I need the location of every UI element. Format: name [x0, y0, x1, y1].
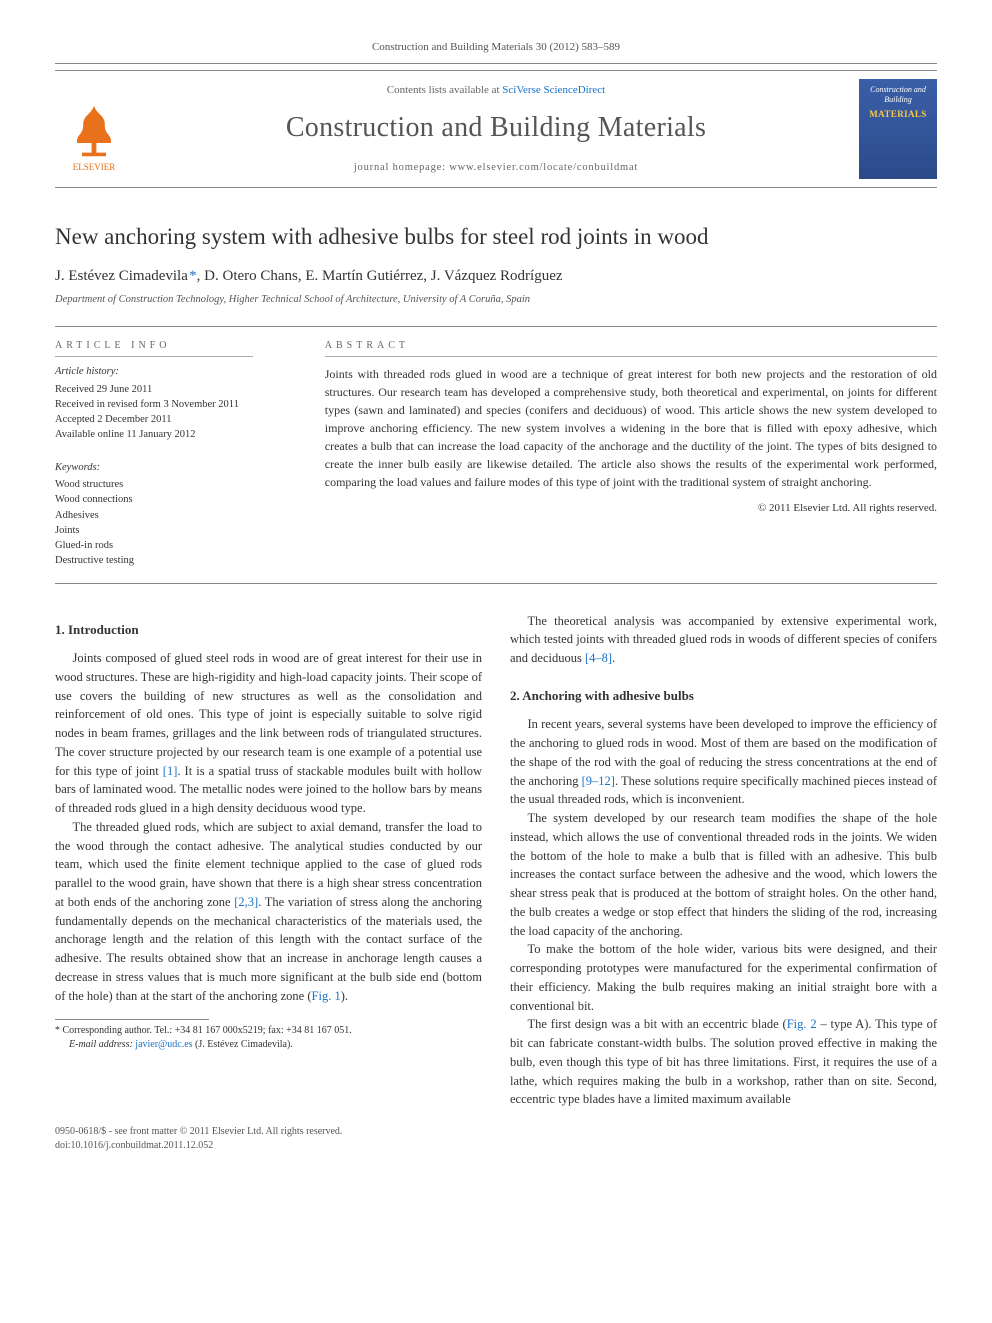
publisher-logo-block: ELSEVIER [55, 85, 133, 173]
s1-p1: Joints composed of glued steel rods in w… [55, 649, 482, 818]
corresponding-marker-link[interactable]: * [189, 268, 197, 284]
s1-p1-a: Joints composed of glued steel rods in w… [55, 651, 482, 778]
email-footnote: E-mail address: javier@udc.es (J. Estéve… [55, 1038, 482, 1052]
contents-prefix: Contents lists available at [387, 84, 502, 96]
s1-p2-b: . The variation of stress along the anch… [55, 895, 482, 1003]
s2-p3: To make the bottom of the hole wider, va… [510, 940, 937, 1015]
section-2-heading: 2. Anchoring with adhesive bulbs [510, 686, 937, 706]
fig-2-link[interactable]: Fig. 2 [787, 1017, 817, 1031]
corresponding-email-link[interactable]: javier@udc.es [135, 1039, 192, 1050]
sciencedirect-link[interactable]: SciVerse ScienceDirect [502, 84, 605, 96]
banner-center: Contents lists available at SciVerse Sci… [133, 83, 859, 176]
keyword: Adhesives [55, 508, 297, 523]
keyword: Joints [55, 523, 297, 538]
history-online: Available online 11 January 2012 [55, 427, 297, 442]
article-history-label: Article history: [55, 365, 297, 380]
abstract-column: abstract Joints with threaded rods glued… [311, 327, 937, 583]
email-label: E-mail address: [69, 1039, 135, 1050]
article-info-heading: article info [55, 339, 297, 353]
ref-link-4-8[interactable]: [4–8] [585, 651, 612, 665]
corresponding-footnote: * Corresponding author. Tel.: +34 81 167… [55, 1024, 482, 1038]
section-1-heading: 1. Introduction [55, 620, 482, 640]
journal-cover-thumbnail: Construction and Building MATERIALS [859, 79, 937, 179]
journal-homepage-line: journal homepage: www.elsevier.com/locat… [133, 161, 859, 176]
keyword: Glued-in rods [55, 538, 297, 553]
history-accepted: Accepted 2 December 2011 [55, 412, 297, 427]
email-tail: (J. Estévez Cimadevila). [193, 1039, 293, 1050]
top-rule [55, 63, 937, 64]
s1-p2: The threaded glued rods, which are subje… [55, 818, 482, 1006]
keyword: Wood connections [55, 492, 297, 507]
article-info-column: article info Article history: Received 2… [55, 327, 311, 583]
abstract-text: Joints with threaded rods glued in wood … [325, 365, 937, 491]
running-header: Construction and Building Materials 30 (… [55, 40, 937, 55]
s2-p4-a: The first design was a bit with an eccen… [528, 1017, 787, 1031]
ref-link-2-3[interactable]: [2,3] [234, 895, 258, 909]
elsevier-tree-icon [64, 101, 124, 161]
doi-line: doi:10.1016/j.conbuildmat.2011.12.052 [55, 1139, 342, 1153]
s1-p3: The theoretical analysis was accompanied… [510, 612, 937, 668]
ref-link-9-12[interactable]: [9–12] [582, 774, 615, 788]
abstract-rule [325, 356, 937, 357]
keyword: Wood structures [55, 477, 297, 492]
author-corresponding: J. Estévez Cimadevila [55, 268, 188, 284]
s1-p2-c: ). [341, 989, 348, 1003]
body-columns: 1. Introduction Joints composed of glued… [55, 612, 937, 1110]
info-rule [55, 356, 253, 357]
fig-1-link[interactable]: Fig. 1 [312, 989, 341, 1003]
cover-title-top: Construction and Building [865, 85, 931, 104]
s2-p4: The first design was a bit with an eccen… [510, 1015, 937, 1109]
s2-p1: In recent years, several systems have be… [510, 715, 937, 809]
history-revised: Received in revised form 3 November 2011 [55, 397, 297, 412]
authors-rest: , D. Otero Chans, E. Martín Gutiérrez, J… [197, 268, 563, 284]
front-matter-line: 0950-0618/$ - see front matter © 2011 El… [55, 1125, 342, 1139]
s1-p3-b: . [612, 651, 615, 665]
keyword: Destructive testing [55, 553, 297, 568]
article-title: New anchoring system with adhesive bulbs… [55, 222, 937, 252]
info-abstract-block: article info Article history: Received 2… [55, 326, 937, 584]
authors-line: J. Estévez Cimadevila *, D. Otero Chans,… [55, 266, 937, 287]
bottom-meta: 0950-0618/$ - see front matter © 2011 El… [55, 1125, 937, 1153]
journal-banner: ELSEVIER Contents lists available at Sci… [55, 70, 937, 188]
bottom-left-block: 0950-0618/$ - see front matter © 2011 El… [55, 1125, 342, 1153]
contents-available-line: Contents lists available at SciVerse Sci… [133, 83, 859, 98]
cover-title-word: MATERIALS [869, 108, 926, 121]
history-received: Received 29 June 2011 [55, 382, 297, 397]
s2-p2: The system developed by our research tea… [510, 809, 937, 940]
s1-p3-a: The theoretical analysis was accompanied… [510, 614, 937, 666]
abstract-heading: abstract [325, 339, 937, 353]
journal-title: Construction and Building Materials [133, 108, 859, 147]
keywords-label: Keywords: [55, 461, 297, 476]
abstract-copyright: © 2011 Elsevier Ltd. All rights reserved… [325, 501, 937, 516]
homepage-prefix: journal homepage: [354, 162, 449, 173]
affiliation: Department of Construction Technology, H… [55, 293, 937, 308]
ref-link-1[interactable]: [1] [163, 764, 178, 778]
footnote-rule [55, 1019, 209, 1020]
publisher-name: ELSEVIER [73, 161, 116, 174]
homepage-url: www.elsevier.com/locate/conbuildmat [449, 162, 638, 173]
